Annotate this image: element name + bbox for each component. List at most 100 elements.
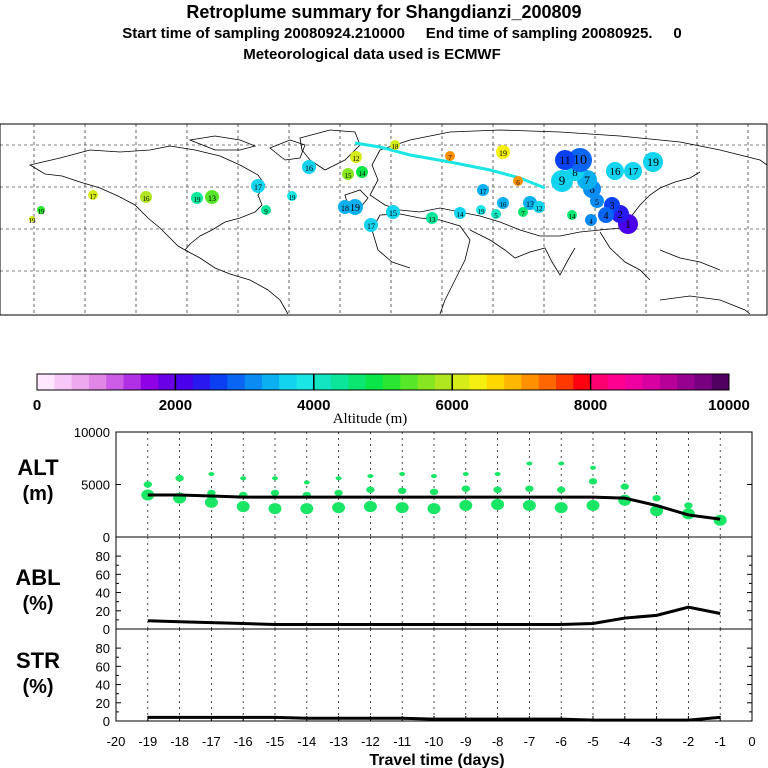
sampling-subtitle: Start time of sampling 20080924.210000 E… — [122, 25, 682, 42]
plume-marker — [568, 148, 592, 172]
plume-marker — [598, 207, 614, 223]
plume-marker — [37, 206, 45, 214]
y-tick-label: 0 — [103, 622, 110, 637]
plume-marker-label: 17 — [480, 188, 488, 196]
altitude-cluster-marker — [175, 475, 184, 482]
panel-frame — [115, 431, 753, 538]
plume-marker — [477, 184, 489, 196]
plume-marker-label: 2 — [617, 209, 623, 221]
plume-marker-label: 19 — [478, 208, 486, 216]
altitude-cluster-marker — [270, 489, 280, 497]
plume-marker-label: 12 — [536, 205, 544, 213]
altitude-cluster-marker — [431, 474, 437, 479]
colorbar-swatch — [210, 374, 228, 390]
altitude-cluster-marker — [652, 494, 661, 502]
altitude-cluster-marker — [332, 502, 346, 514]
colorbar-swatch — [417, 374, 436, 390]
x-tick-label: -3 — [651, 734, 663, 749]
plume-marker-label: 17 — [90, 193, 98, 201]
plume-marker-label: 13 — [208, 194, 216, 203]
altitude-cluster-marker — [493, 486, 502, 493]
plume-marker — [426, 212, 438, 224]
colorbar-swatch — [677, 374, 695, 390]
plume-marker — [555, 150, 575, 170]
colorbar-swatch — [227, 374, 245, 390]
plume-marker-label: 18 — [341, 204, 349, 213]
plume-marker — [551, 170, 573, 192]
str-panel-unit: (%) — [22, 676, 53, 698]
altitude-cluster-marker — [204, 496, 218, 508]
colorbar-swatch — [556, 374, 574, 390]
plume-marker-label: 6 — [589, 184, 595, 196]
map-gridlines — [0, 124, 767, 315]
plume-marker-label: 17 — [367, 222, 375, 231]
colorbar-swatch — [88, 374, 107, 390]
altitude-cluster-marker — [427, 503, 441, 515]
altitude-cluster-marker — [268, 503, 282, 515]
colorbar-swatch — [590, 374, 609, 390]
plume-marker — [390, 140, 400, 150]
altitude-cluster-marker — [557, 486, 566, 493]
plume-marker — [191, 192, 203, 204]
plume-marker — [386, 205, 400, 219]
altitude-cluster-marker — [366, 486, 375, 493]
colorbar-swatch — [486, 374, 505, 390]
plume-marker-label: 1 — [625, 217, 631, 231]
colorbar-frame — [36, 373, 730, 391]
colorbar-swatch — [504, 374, 522, 390]
plume-marker — [513, 176, 523, 186]
colorbar-tick-label: 8000 — [574, 397, 607, 414]
y-tick-label: 20 — [96, 696, 110, 711]
altitude-cluster-marker — [588, 478, 598, 485]
altitude-cluster-marker — [459, 500, 473, 511]
plume-marker — [445, 151, 455, 161]
plume-marker-label: 7 — [584, 173, 590, 187]
x-tick-label: -11 — [393, 734, 411, 749]
plume-marker-label: 19 — [289, 194, 297, 202]
colorbar-swatch — [694, 374, 713, 390]
plume-marker — [88, 190, 98, 200]
colorbar-swatch — [261, 374, 280, 390]
plume-marker-label: 7 — [448, 154, 452, 162]
plume-marker — [338, 200, 352, 214]
colorbar-swatch — [71, 374, 90, 390]
x-tick-label: -1 — [714, 734, 726, 749]
plume-marker-label: 19 — [29, 217, 37, 225]
plume-marker — [347, 199, 363, 215]
altitude-cluster-marker — [684, 502, 693, 509]
x-tick-label: -4 — [619, 734, 631, 749]
plume-marker-label: 19 — [647, 155, 659, 169]
altitude-colorbar: 0 2000 4000 6000 8000 10000 — [33, 373, 750, 414]
plume-marker — [454, 207, 466, 219]
altitude-cluster-marker — [558, 461, 565, 466]
plume-marker-label: 15 — [389, 209, 397, 218]
plume-marker — [205, 190, 219, 204]
series-line-abl — [147, 605, 721, 626]
plume-marker — [533, 201, 545, 213]
x-tick-label: -20 — [107, 734, 126, 749]
plume-marker-label: 14 — [359, 170, 367, 178]
chart-title: Retroplume summary for Shangdianzi_20080… — [186, 2, 582, 22]
y-tick-label: 40 — [96, 586, 110, 601]
colorbar-swatch — [469, 374, 488, 390]
altitude-cluster-marker — [494, 472, 501, 476]
plume-marker-label: 5 — [494, 212, 498, 220]
met-subtitle: Meteorological data used is ECMWF — [243, 46, 501, 63]
x-tick-label: -7 — [524, 734, 536, 749]
colorbar-swatch — [37, 374, 55, 390]
x-tick-label: -18 — [170, 734, 189, 749]
altitude-cluster-marker — [462, 472, 469, 476]
x-tick-label: -14 — [297, 734, 316, 749]
colorbar-swatch — [158, 374, 176, 390]
plume-marker-label: 7 — [521, 210, 525, 218]
map-frame — [0, 123, 768, 316]
colorbar-swatch — [192, 374, 211, 390]
plume-marker-label: 11 — [559, 153, 571, 167]
colorbar-swatch — [383, 374, 401, 390]
colorbar-tick-label: 4000 — [297, 397, 330, 414]
plume-marker — [476, 205, 486, 215]
x-tick-label: -5 — [587, 734, 599, 749]
altitude-cluster-marker — [335, 476, 342, 481]
